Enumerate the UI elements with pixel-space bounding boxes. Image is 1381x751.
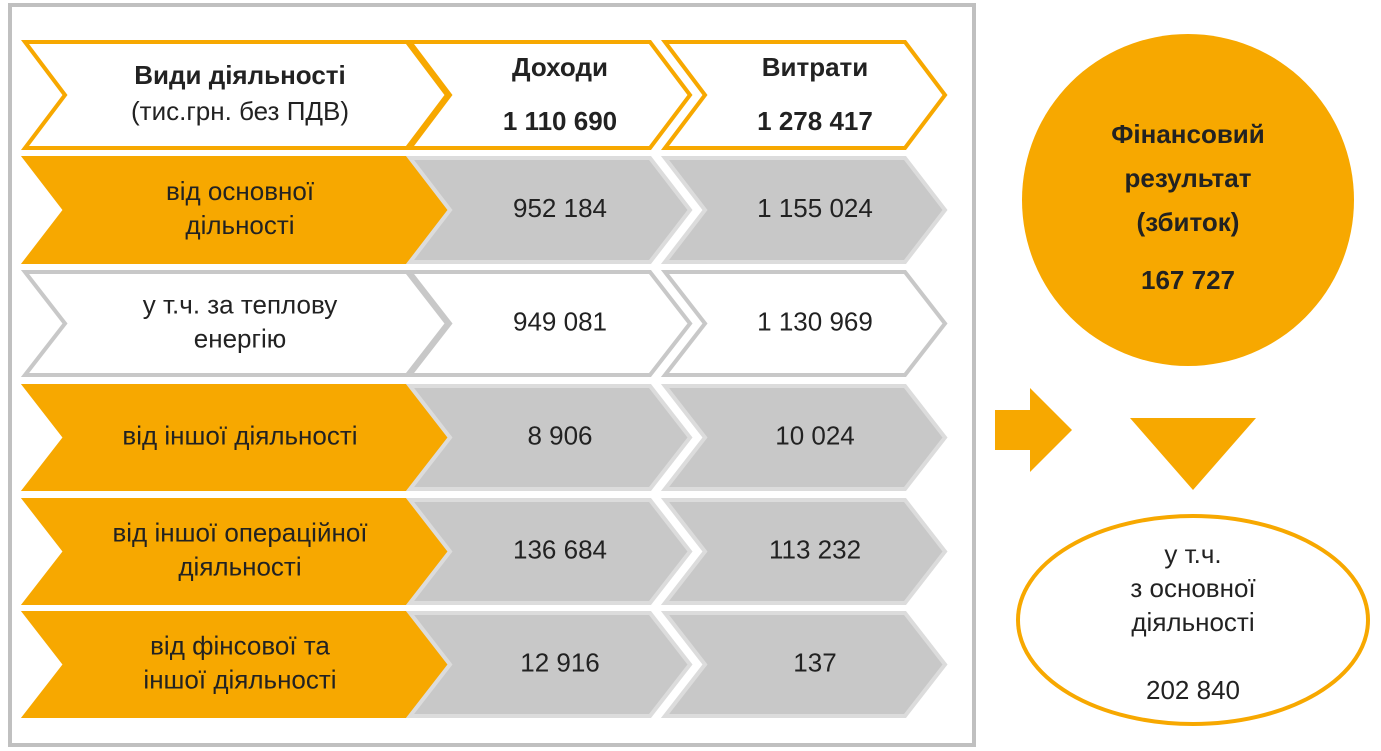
result-value: 167 727 (1141, 265, 1235, 295)
column-title: Доходи (512, 52, 608, 82)
row-label: від основної (166, 176, 314, 206)
result-circle (1022, 34, 1354, 366)
row-label-chevron (20, 270, 450, 377)
row-value: 8 906 (527, 420, 592, 450)
row-label-chevron (20, 384, 450, 491)
row-value: 949 081 (513, 306, 607, 336)
row-value: 113 232 (769, 534, 861, 564)
row-value-chevron (660, 498, 948, 605)
row-value: 1 155 024 (757, 193, 873, 223)
arrow-right (995, 388, 1072, 472)
row-label: дільності (185, 210, 294, 240)
row-value-chevron (660, 384, 948, 491)
header-chevron (20, 40, 450, 150)
row-value-chevron (660, 270, 948, 377)
row-label-chevron (20, 156, 450, 264)
column-total: 1 278 417 (757, 106, 873, 136)
row-value-chevron (660, 156, 948, 264)
detail-label: діяльності (1131, 607, 1254, 637)
result-label: Фінансовий (1111, 119, 1265, 149)
detail-label: з основної (1130, 573, 1255, 603)
arrow-down (1130, 418, 1256, 490)
row-value: 1 130 969 (757, 306, 873, 336)
row-label-chevron (20, 611, 450, 718)
row-label: іншої діяльності (143, 664, 336, 694)
column-title: Витрати (762, 52, 869, 82)
result-label: результат (1125, 163, 1252, 193)
row-label: від іншої операційної (112, 517, 367, 547)
row-value: 10 024 (775, 420, 855, 450)
column-total: 1 110 690 (503, 106, 617, 136)
row-label: від іншої діяльності (122, 420, 357, 450)
header-label: (тис.грн. без ПДВ) (131, 96, 349, 126)
row-value: 136 684 (513, 534, 607, 564)
detail-label: у т.ч. (1164, 539, 1221, 569)
detail-value: 202 840 (1146, 675, 1240, 705)
header-chevron (660, 40, 948, 150)
header-label: Види діяльності (134, 60, 346, 90)
row-value-chevron (405, 498, 693, 605)
row-label-chevron (20, 498, 450, 605)
row-value-chevron (405, 270, 693, 377)
panel-border (8, 3, 976, 747)
row-value: 137 (793, 647, 836, 677)
row-value-chevron (660, 611, 948, 718)
detail-ellipse (1016, 514, 1370, 726)
row-label: діяльності (178, 551, 301, 581)
header-chevron (405, 40, 693, 150)
row-label: у т.ч. за теплову (143, 289, 337, 319)
row-label: енергію (194, 323, 287, 353)
row-value-chevron (405, 156, 693, 264)
result-label: (збиток) (1137, 207, 1240, 237)
row-label: від фінсової та (150, 630, 330, 660)
row-value-chevron (405, 611, 693, 718)
row-value: 12 916 (520, 647, 600, 677)
row-value-chevron (405, 384, 693, 491)
row-value: 952 184 (513, 193, 607, 223)
